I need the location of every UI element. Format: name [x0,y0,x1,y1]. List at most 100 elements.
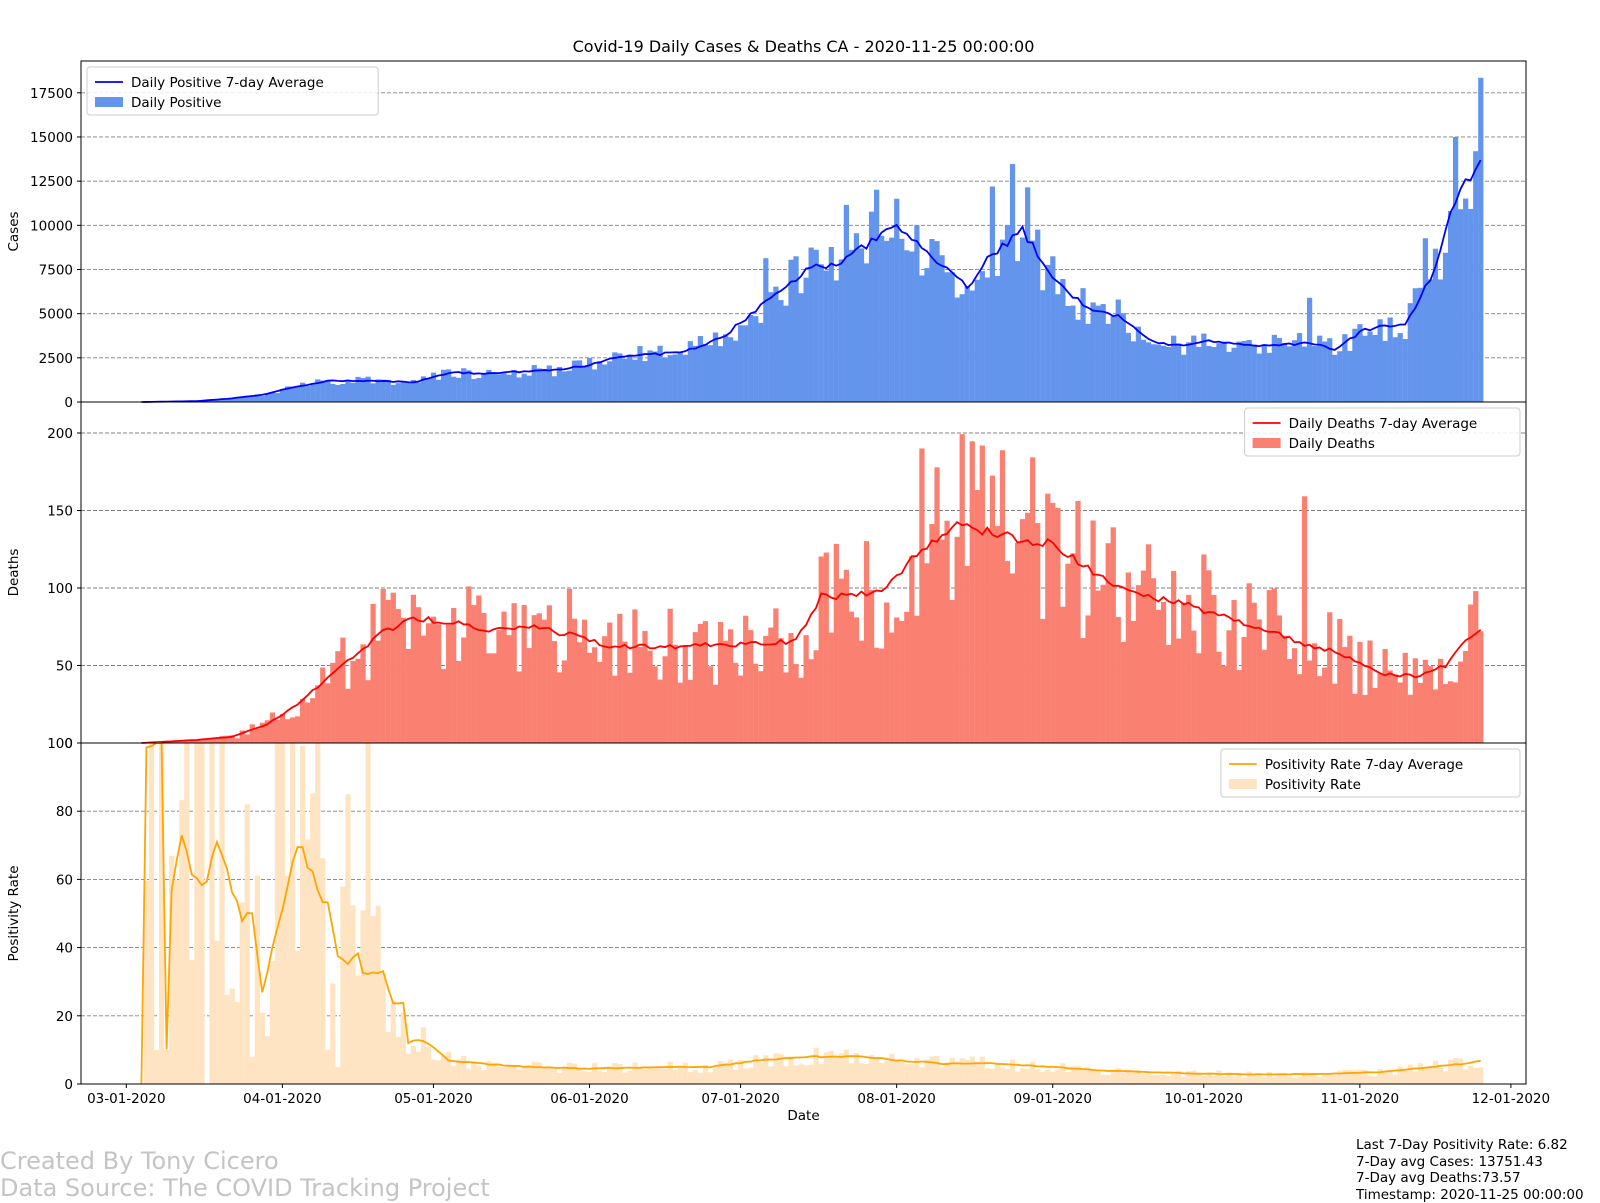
bar [1216,343,1221,402]
bar [391,385,396,402]
bar [879,649,884,743]
bar [1372,688,1377,743]
bar [1085,324,1090,402]
bar [1302,496,1307,743]
bar [904,250,909,402]
bar [481,613,486,743]
bar [798,678,803,743]
bar [970,1057,975,1084]
bar [919,1067,924,1084]
bar [723,334,728,402]
bar [466,1069,471,1084]
bar [1458,209,1463,402]
bar [1242,637,1247,743]
bar [416,382,421,402]
bar [975,1062,980,1084]
bar [950,600,955,743]
bar [406,1054,411,1084]
bar [929,1057,934,1084]
bar [894,199,899,402]
bar [451,377,456,402]
y-axis-label: Positivity Rate [6,865,22,961]
bar [1065,1072,1070,1084]
bar [1121,642,1126,743]
bar [980,446,985,743]
bar [874,648,879,743]
bar [1463,199,1468,402]
bar [557,1073,562,1084]
bar [607,623,612,743]
x-tick-label: 10-01-2020 [1165,1091,1243,1107]
bar [557,367,562,402]
bar [471,1061,476,1084]
bar [1282,343,1287,402]
bar [506,375,511,402]
bar [995,1063,1000,1084]
bar [290,717,295,743]
bar [1101,304,1106,402]
x-tick-label: 06-01-2020 [550,1091,628,1107]
bar [1015,543,1020,743]
bar [1005,561,1010,743]
bar [1111,1072,1116,1084]
bar [1201,1076,1206,1084]
bar [668,609,673,743]
bar [1181,355,1186,402]
bar [657,1068,662,1084]
bar [854,617,859,743]
bar [597,662,602,743]
bar [275,720,280,743]
bar [647,651,652,743]
bar [914,616,919,743]
bar [1413,1072,1418,1084]
bar [184,743,189,1084]
bar [1065,564,1070,743]
bar [1060,1063,1065,1084]
bar [763,258,768,402]
bar [1020,237,1025,402]
bar [164,1050,169,1084]
bar [587,1072,592,1084]
bar [829,633,834,743]
legend-label: Positivity Rate 7-day Average [1265,757,1463,773]
bar [617,614,622,743]
bar [632,1062,637,1084]
bar [386,600,391,743]
bar [240,902,245,1084]
bar [748,1068,753,1084]
bar [1423,1068,1428,1084]
bar [592,647,597,743]
bar [1045,265,1050,402]
bar [522,374,527,402]
bar [1443,253,1448,402]
bar [673,354,678,402]
bar [1040,619,1045,743]
bar [501,373,506,402]
bar [456,378,461,402]
bar [496,1067,501,1084]
bar [924,268,929,402]
bar [582,1071,587,1084]
bar [1327,612,1332,743]
bar [511,1067,516,1084]
bar [537,368,542,402]
bar [1030,457,1035,743]
bar [627,1071,632,1084]
bar [985,528,990,743]
bar [1166,347,1171,402]
bar [955,1063,960,1084]
bar [884,241,889,402]
bar [587,653,592,743]
bar [1045,1069,1050,1084]
bar [1478,1067,1483,1084]
bar [1423,238,1428,402]
bar [411,1046,416,1084]
bar [401,618,406,743]
bar [486,370,491,402]
bar [537,1062,542,1084]
bar [360,910,365,1084]
bar [511,603,516,743]
bar [819,264,824,402]
bar [1055,1069,1060,1084]
bar [1277,338,1282,402]
